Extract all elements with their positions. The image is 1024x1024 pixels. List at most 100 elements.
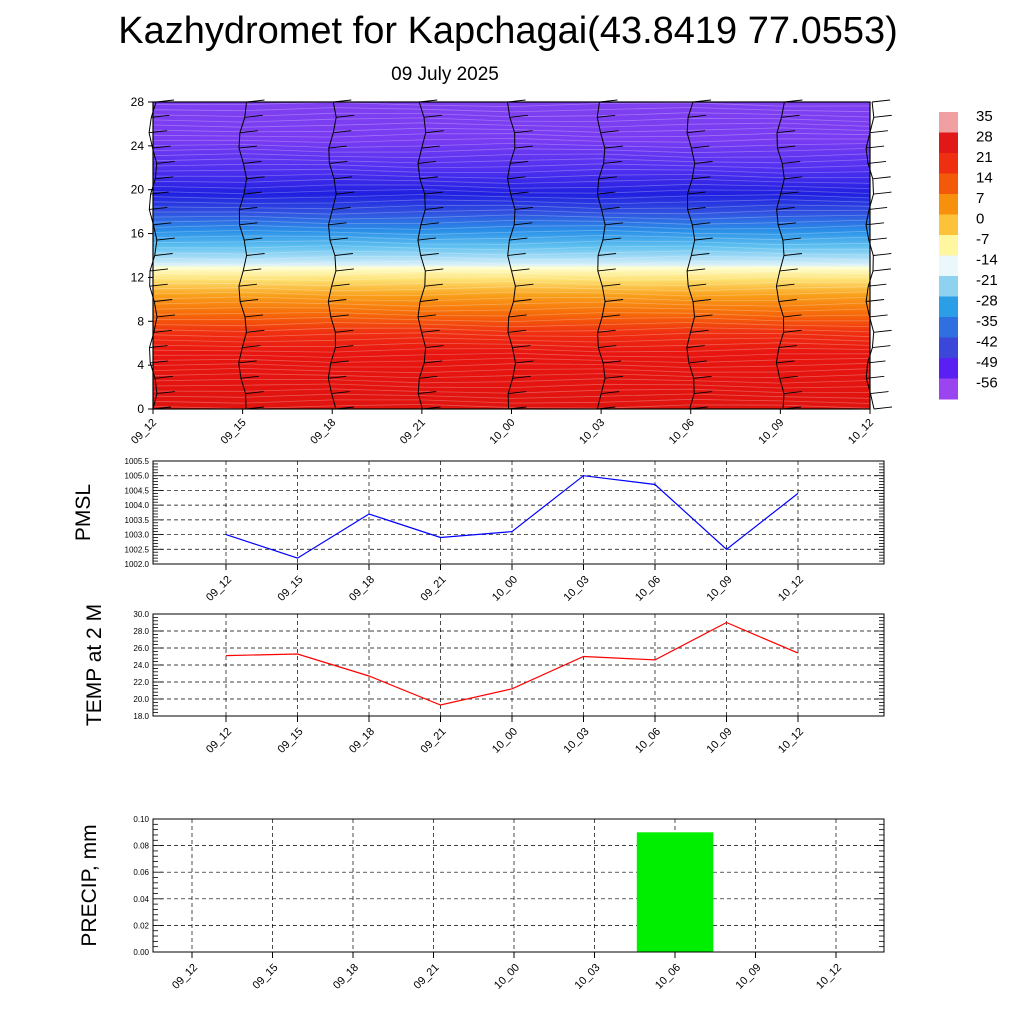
x-tick-label: 10_03	[562, 726, 592, 756]
wind-barb-staff	[148, 101, 158, 410]
wind-barb-flag	[336, 191, 355, 195]
wind-barb-flag	[511, 268, 530, 272]
wind-barb-flag	[329, 237, 349, 241]
y-tick-label: 1002.0	[125, 560, 150, 569]
wind-barb-flag	[507, 253, 526, 256]
wind-barb-flag	[509, 237, 528, 241]
wind-barb-flag	[328, 222, 347, 226]
x-tick-label: 10_12	[846, 417, 876, 447]
page-title: Kazhydromet for Kapchagai(43.8419 77.055…	[118, 10, 898, 52]
isotherm-line	[152, 362, 871, 369]
temp-2m-panel: 18.0 20.0 22.0 24.0 26.0 28.0 30.0 09_12 09_15 09…	[83, 604, 885, 756]
wind-barb-flag	[508, 314, 527, 318]
wind-barb-flag	[776, 206, 795, 210]
wind-barb-flag	[332, 206, 351, 210]
wind-barb-flag	[597, 268, 616, 272]
wind-barb-flag	[514, 145, 533, 149]
wind-barb-flag	[514, 206, 534, 210]
x-tick-label: 09_12	[170, 962, 200, 992]
colorbar-label: -21	[976, 272, 998, 289]
wind-barb-flag	[515, 360, 534, 364]
colorbar-label: -49	[976, 354, 998, 371]
isotherm-line	[152, 122, 871, 128]
colorbar-swatch	[939, 173, 958, 195]
colorbar-swatch	[939, 378, 958, 400]
wind-barb-flag	[691, 145, 710, 149]
wind-barb-flag	[869, 206, 888, 210]
isotherm-line	[152, 183, 871, 189]
wind-barb-flag	[873, 114, 892, 118]
colorbar-swatch	[939, 132, 958, 154]
wind-barb-flag	[870, 391, 889, 395]
wind-barb-flag	[688, 283, 707, 287]
colorbar-label: 0	[976, 211, 984, 228]
colorbar-swatch	[939, 235, 958, 256]
y-tick-label: 1004.5	[125, 486, 150, 495]
y-tick-label: 28	[131, 95, 145, 109]
colorbar-label: -28	[976, 293, 998, 310]
wind-barb-flag	[782, 160, 801, 164]
x-tick-label: 10_06	[653, 962, 683, 992]
y-tick-label: 16	[131, 227, 145, 241]
wind-barb-flag	[328, 375, 347, 379]
wind-barb-flag	[244, 114, 263, 118]
wind-barb-flag	[242, 345, 261, 349]
wind-barb-flag	[507, 329, 527, 333]
wind-barb-flag	[865, 222, 885, 226]
wind-barb-flag	[246, 176, 265, 180]
wind-barb-flag	[238, 145, 258, 149]
isotherm-line	[152, 265, 871, 271]
wind-barb-flag	[779, 375, 798, 379]
wind-barb-flag	[336, 114, 355, 118]
wind-barb-flag	[872, 345, 891, 349]
wind-barb-flag	[872, 176, 891, 180]
x-tick-label: 09_15	[276, 726, 306, 756]
isotherm-line	[152, 311, 871, 317]
wind-barb-flag	[597, 329, 616, 333]
isotherm-line	[152, 281, 870, 287]
isotherm-line	[152, 291, 871, 297]
wind-barb-flag	[869, 314, 888, 318]
x-tick-label: 10_09	[705, 574, 735, 604]
isotherm-line	[152, 286, 871, 292]
wind-barb-flag	[868, 283, 887, 287]
y-tick-label: 1003.5	[125, 516, 150, 525]
temperature-cross-section: 0 4 8 12 16 20 24 28 09_12 09_15 09_18 09_21 10_00 1…	[129, 95, 893, 447]
wind-barb-flag	[601, 206, 620, 210]
colorbar-swatch	[939, 337, 958, 359]
colorbar-label: 7	[976, 190, 984, 207]
wind-barb-flag	[330, 314, 349, 318]
y-tick-label: 1005.0	[125, 472, 150, 481]
x-tick-label: 09_12	[204, 726, 234, 756]
wind-barb-flag	[510, 191, 529, 195]
wind-barb-column	[775, 99, 803, 410]
isotherm-line	[152, 163, 871, 169]
wind-barb-flag	[328, 145, 347, 149]
isotherm-line	[152, 337, 871, 343]
colorbar-label: 28	[976, 129, 993, 146]
isotherm-line	[152, 127, 871, 133]
x-tick-label: 10_03	[573, 962, 603, 992]
wind-barb-flag	[329, 160, 348, 164]
wind-barb-staff	[686, 101, 696, 410]
x-tick-label: 10_00	[492, 962, 522, 992]
wind-barb-flag	[783, 391, 803, 395]
x-tick-label: 09_12	[129, 417, 159, 447]
wind-barb-flag	[687, 130, 706, 134]
pmsl-panel: 1002.0 1002.5 1003.0 1003.5 1004.0 1004.5 1005…	[72, 457, 885, 604]
wind-barb-flag	[508, 391, 527, 395]
x-tick-label: 10_00	[490, 574, 520, 604]
wind-barb-flag	[778, 345, 797, 349]
wind-barb-flag	[872, 268, 892, 272]
wind-barb-flag	[688, 360, 707, 364]
x-tick-label: 09_21	[412, 962, 442, 992]
wind-barb-flag	[605, 299, 624, 302]
y-tick-label: 24	[131, 139, 145, 153]
y-tick-label: 0.10	[133, 815, 149, 824]
wind-barb-flag	[420, 222, 439, 226]
x-tick-label: 10_12	[776, 574, 806, 604]
wind-barb-flag	[601, 391, 620, 395]
x-tick-label: 10_03	[562, 574, 592, 604]
x-tick-label: 10_00	[488, 417, 518, 447]
wind-barb-flag	[509, 114, 528, 118]
